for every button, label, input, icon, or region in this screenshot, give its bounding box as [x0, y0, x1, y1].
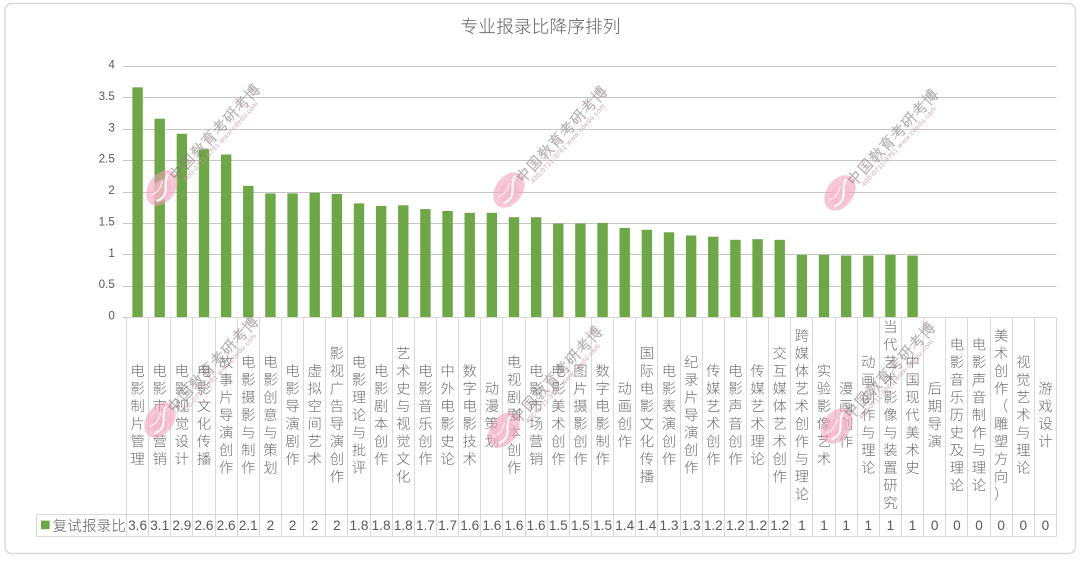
svg-text:1.6: 1.6 [482, 518, 501, 533]
svg-text:0: 0 [108, 310, 114, 323]
svg-text:0: 0 [997, 518, 1005, 533]
svg-text:2.1: 2.1 [239, 518, 258, 533]
svg-text:3.1: 3.1 [150, 518, 169, 533]
svg-text:1: 1 [108, 247, 114, 260]
svg-text:2.5: 2.5 [99, 153, 115, 166]
svg-text:3: 3 [108, 121, 114, 134]
svg-text:1.2: 1.2 [748, 518, 767, 533]
svg-text:2.9: 2.9 [172, 518, 191, 533]
svg-text:1.3: 1.3 [682, 518, 701, 533]
svg-text:1.8: 1.8 [372, 518, 391, 533]
svg-text:1.5: 1.5 [549, 518, 568, 533]
svg-text:1.2: 1.2 [770, 518, 789, 533]
svg-text:1.5: 1.5 [593, 518, 612, 533]
svg-text:1.6: 1.6 [460, 518, 479, 533]
svg-text:1: 1 [887, 518, 895, 533]
svg-text:0: 0 [1020, 518, 1028, 533]
svg-text:1: 1 [798, 518, 806, 533]
svg-text:0: 0 [931, 518, 939, 533]
svg-text:1: 1 [842, 518, 850, 533]
svg-text:1: 1 [909, 518, 917, 533]
svg-text:1.8: 1.8 [350, 518, 369, 533]
svg-text:3.6: 3.6 [128, 518, 147, 533]
svg-text:1.5: 1.5 [99, 216, 115, 229]
svg-text:1.4: 1.4 [615, 518, 634, 533]
svg-text:1.2: 1.2 [704, 518, 723, 533]
svg-text:1.4: 1.4 [637, 518, 656, 533]
svg-text:1.7: 1.7 [416, 518, 435, 533]
svg-text:0: 0 [1042, 518, 1050, 533]
svg-text:2: 2 [289, 518, 297, 533]
svg-text:2: 2 [311, 518, 319, 533]
svg-text:0: 0 [975, 518, 983, 533]
svg-text:2.6: 2.6 [217, 518, 236, 533]
svg-text:4: 4 [108, 59, 115, 72]
svg-text:1.5: 1.5 [571, 518, 590, 533]
svg-text:1.6: 1.6 [505, 518, 524, 533]
svg-text:3.5: 3.5 [99, 90, 115, 103]
svg-text:2: 2 [267, 518, 275, 533]
svg-text:1.2: 1.2 [726, 518, 745, 533]
svg-text:2.6: 2.6 [195, 518, 214, 533]
svg-text:1: 1 [820, 518, 828, 533]
svg-text:1.6: 1.6 [527, 518, 546, 533]
svg-text:1.3: 1.3 [660, 518, 679, 533]
svg-text:0.5: 0.5 [99, 278, 115, 291]
svg-text:1: 1 [865, 518, 873, 533]
svg-text:0: 0 [953, 518, 961, 533]
svg-text:2: 2 [333, 518, 341, 533]
svg-text:1.8: 1.8 [394, 518, 413, 533]
svg-text:2: 2 [108, 184, 114, 197]
svg-text:1.7: 1.7 [438, 518, 457, 533]
